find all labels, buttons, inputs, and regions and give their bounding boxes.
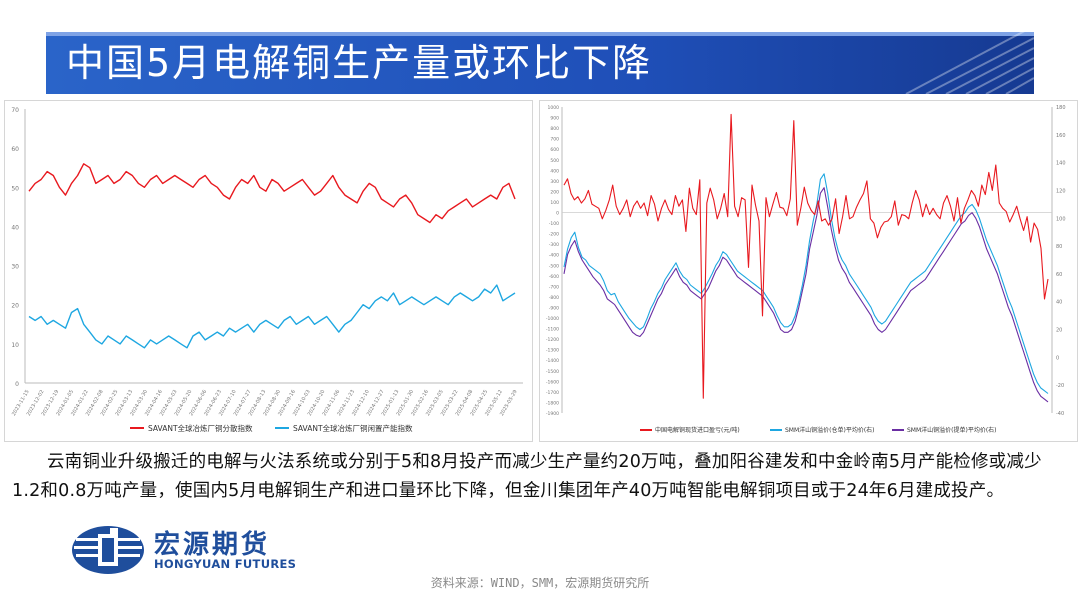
page-title: 中国5月电解铜生产量或环比下降 [66,41,653,85]
title-bar-background [46,32,1034,94]
logo-english-name: HONGYUAN FUTURES [154,557,297,571]
y-left-tick-label: -1400 [546,358,559,364]
y-left-tick-label: -1200 [546,337,559,343]
logo-emblem-icon [72,526,144,574]
chart-panel-right: -1900 -1800 -1700 -1600 -1500 -1400 -1300 -1200… [539,100,1078,442]
y-left-tick-label: -300 [549,242,559,248]
y-left-tick-label: -600 [549,274,559,280]
source-note: 资料来源：WIND，SMM，宏源期货研究所 [430,576,650,590]
y-left-tick-label: -800 [549,295,559,301]
y-right-tick-label: 40 [1056,300,1062,306]
company-logo: 宏源期货 HONGYUAN FUTURES [70,524,330,576]
y-right-tick-label: 20 [1056,328,1062,334]
series-line-0 [563,113,1049,399]
chart-panel-left: 0 10 20 30 40 50 60 70 2023-11-15 2023-12-02 2023-… [4,100,533,442]
legend-label-2: SMM洋山铜溢价(提单)平均价(右) [907,426,997,434]
legend-label-0: SAVANT全球冶炼厂铜分散指数 [148,423,253,433]
y-left-tick-label: -400 [549,253,559,259]
y-tick-label: 50 [11,185,19,192]
y-tick-label: 20 [11,303,19,310]
y-left-tick-label: -1100 [546,327,559,333]
y-left-tick-label: -1700 [546,390,559,396]
y-right-tick-label: 140 [1056,161,1066,167]
y-left-tick-label: 600 [550,147,559,153]
y-tick-label: 70 [11,107,19,114]
y-left-tick-label: -200 [549,232,559,238]
chart-right: -1900 -1800 -1700 -1600 -1500 -1400 -1300 -1200… [546,105,1066,434]
y-right-tick-label: 180 [1056,105,1066,111]
y-left-tick-label: 700 [550,137,559,143]
y-right-tick-label: -20 [1056,383,1064,389]
y-right-tick-label: 80 [1056,244,1062,250]
y-left-tick-label: 0 [556,211,559,217]
y-right-tick-label: 120 [1056,188,1066,194]
y-left-tick-label: -1300 [546,348,559,354]
y-right-tick-label: 60 [1056,272,1062,278]
series-line-0 [28,163,516,224]
legend-label-0: 中国电解铜现货进口盈亏(元/吨) [655,426,740,434]
chart-left: 0102030405060702023-11-152023-12-022023-… [11,107,523,433]
y-left-tick-label: -500 [549,263,559,269]
y-tick-label: 60 [11,146,19,153]
y-tick-label: 0 [15,381,19,388]
y-left-tick-label: 500 [550,158,559,164]
y-left-tick-label: -700 [549,284,559,290]
y-left-tick-label: -1900 [546,411,559,417]
y-left-tick-label: 300 [550,179,559,185]
logo-chinese-name: 宏源期货 [154,530,271,560]
y-left-tick-label: 1000 [548,105,560,111]
y-left-tick-label: 900 [550,116,559,122]
series-line-1 [28,284,516,349]
body-paragraph: 云南铜业升级搬迁的电解与火法系统或分别于5和8月投产而减少生产量约20万吨，叠加… [12,452,1042,501]
y-left-tick-label: -1500 [546,369,559,375]
y-tick-label: 10 [11,342,19,349]
title-bar: 中国5月电解铜生产量或环比下降 [46,32,1034,94]
y-left-tick-label: -100 [549,221,559,227]
y-right-tick-label: 160 [1056,133,1066,139]
y-left-tick-label: 100 [550,200,559,206]
legend-label-1: SAVANT全球冶炼厂铜闲置产能指数 [293,423,413,433]
y-left-tick-label: 200 [550,189,559,195]
y-left-tick-label: -900 [549,305,559,311]
y-tick-label: 30 [11,264,19,271]
y-left-tick-label: -1800 [546,400,559,406]
y-right-tick-label: 100 [1056,216,1066,222]
y-right-tick-label: 0 [1056,355,1059,361]
y-left-tick-label: -1000 [546,316,559,322]
y-right-tick-label: -40 [1056,411,1064,417]
y-left-tick-label: -1600 [546,379,559,385]
series-line-1 [563,173,1049,394]
y-tick-label: 40 [11,224,19,231]
y-left-tick-label: 400 [550,168,559,174]
series-line-2 [563,187,1049,403]
y-left-tick-label: 800 [550,126,559,132]
legend-label-1: SMM洋山铜溢价(仓单)平均价(右) [785,426,875,434]
